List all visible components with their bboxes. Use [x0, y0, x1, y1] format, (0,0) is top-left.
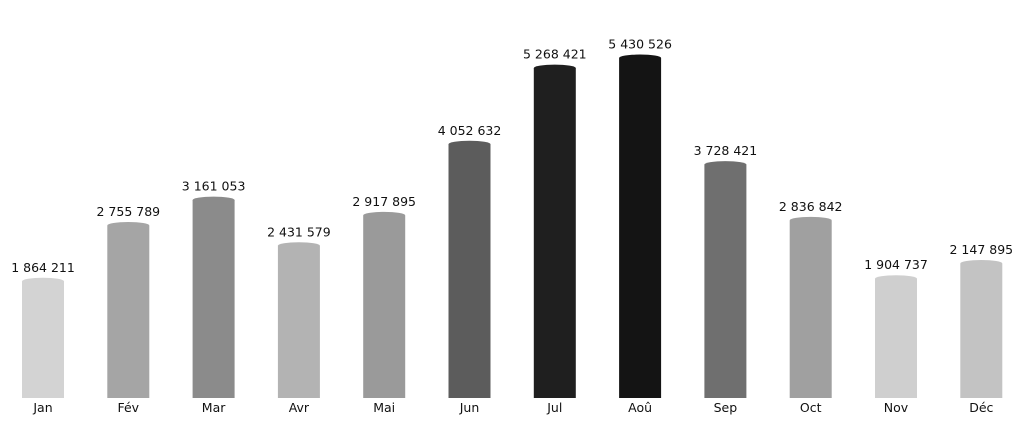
- bars-group: [22, 54, 1003, 399]
- value-label-avr: 2 431 579: [267, 224, 331, 239]
- x-tick-label-fev: Fév: [117, 400, 139, 415]
- x-tick-label-jul: Jul: [546, 400, 562, 415]
- bar-dec: [960, 260, 1003, 398]
- value-label-mar: 3 161 053: [182, 179, 246, 194]
- value-label-oct: 2 836 842: [779, 199, 843, 214]
- x-axis-tick-labels: Jan Fév Mar Avr Mai Jun Jul Aoû Sep Oct Nov Déc: [32, 400, 993, 415]
- x-tick-label-jun: Jun: [459, 400, 480, 415]
- value-label-aou: 5 430 526: [608, 37, 672, 52]
- x-tick-label-mai: Mai: [373, 400, 395, 415]
- bar-jan: [22, 277, 64, 398]
- bar-mai: [363, 211, 406, 398]
- x-tick-label-dec: Déc: [969, 400, 993, 415]
- bar-oct: [789, 216, 832, 398]
- bar-aou: [619, 54, 662, 399]
- bar-mar: [192, 196, 235, 398]
- bar-jun: [448, 140, 491, 398]
- value-label-jul: 5 268 421: [523, 47, 587, 62]
- value-label-mai: 2 917 895: [352, 194, 416, 209]
- bar-jul: [533, 64, 576, 399]
- value-label-jun: 4 052 632: [438, 123, 502, 138]
- x-tick-label-aou: Aoû: [628, 400, 652, 415]
- bar-sep: [704, 161, 747, 398]
- bar-nov: [875, 275, 917, 398]
- bar-fev: [107, 221, 150, 398]
- value-label-sep: 3 728 421: [694, 143, 758, 158]
- value-label-dec: 2 147 895: [949, 242, 1013, 257]
- x-tick-label-mar: Mar: [202, 400, 226, 415]
- bar-avr: [277, 242, 320, 398]
- x-tick-label-nov: Nov: [884, 400, 909, 415]
- value-label-nov: 1 904 737: [864, 257, 928, 272]
- x-tick-label-oct: Oct: [800, 400, 822, 415]
- value-label-jan: 1 864 211: [11, 260, 75, 275]
- value-labels-group: 1 864 211 2 755 789 3 161 053 2 431 579 2 91…: [11, 37, 1013, 275]
- x-tick-label-sep: Sep: [714, 400, 738, 415]
- x-tick-label-avr: Avr: [289, 400, 310, 415]
- value-label-fev: 2 755 789: [96, 204, 160, 219]
- x-tick-label-jan: Jan: [32, 400, 52, 415]
